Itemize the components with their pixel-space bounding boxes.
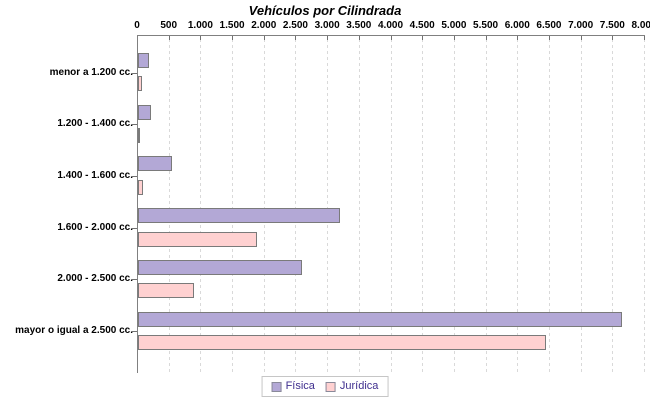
y-axis-tick <box>132 279 137 281</box>
x-axis-tick <box>453 36 455 40</box>
x-axis-tick <box>295 36 297 40</box>
bar-fisica <box>138 208 340 224</box>
bar-juridica <box>138 283 195 299</box>
grid-line <box>517 39 519 373</box>
x-axis-tick <box>327 36 329 40</box>
x-axis-tick <box>232 36 234 40</box>
bar-juridica <box>138 76 142 92</box>
x-axis-tick-label: 6.500 <box>536 20 562 31</box>
x-axis-tick-label: 2.500 <box>282 20 308 31</box>
x-axis-tick <box>422 36 424 40</box>
grid-line <box>453 39 455 373</box>
y-axis-tick <box>132 124 137 126</box>
grid-line <box>358 39 360 373</box>
x-axis-tick-label: 6.000 <box>504 20 530 31</box>
x-axis-tick-label: 1.000 <box>187 20 213 31</box>
bar-juridica <box>138 231 258 247</box>
grid-line <box>390 39 392 373</box>
grid-line <box>485 39 487 373</box>
x-axis-tick <box>548 36 550 40</box>
y-axis-tick <box>132 175 137 177</box>
legend-label: Física <box>285 380 315 392</box>
legend-swatch-icon <box>325 381 336 392</box>
y-axis-tick <box>132 331 137 332</box>
category-label: 2.000 - 2.500 cc. <box>57 273 133 285</box>
y-axis-tick <box>132 72 137 74</box>
grid-line <box>422 39 424 373</box>
x-axis-tick-label: 1.500 <box>219 20 245 31</box>
x-axis-tick-label: 0 <box>134 20 140 31</box>
x-axis-tick <box>168 36 170 40</box>
x-axis-tick-label: 8.000 <box>631 20 650 31</box>
category-label: 1.600 - 2.000 cc. <box>57 221 133 233</box>
chart-legend: Física Jurídica <box>261 376 389 397</box>
x-axis-tick <box>200 36 202 40</box>
grid-line <box>200 39 202 373</box>
grid-line <box>168 39 170 373</box>
y-axis-tick <box>132 227 137 229</box>
legend-label: Jurídica <box>339 380 379 392</box>
x-axis-tick <box>485 36 487 40</box>
grid-line <box>612 39 614 373</box>
x-axis-tick <box>263 36 265 40</box>
grid-line <box>644 39 645 373</box>
chart-title: Vehículos por Cilindrada <box>248 3 402 18</box>
bar-fisica <box>138 53 150 68</box>
x-axis-tick-label: 3.000 <box>314 20 340 31</box>
grid-line <box>327 39 329 373</box>
x-axis-tick-label: 500 <box>160 20 178 31</box>
legend-item: Jurídica <box>325 380 379 392</box>
category-label: 1.400 - 1.600 cc. <box>57 169 133 181</box>
bar-fisica <box>138 156 173 172</box>
x-axis-tick-label: 7.000 <box>568 20 594 31</box>
grid-line <box>548 39 550 373</box>
x-axis-tick <box>358 36 360 40</box>
bar-juridica <box>138 334 547 350</box>
legend-swatch-icon <box>271 381 282 392</box>
x-axis-tick <box>612 36 614 40</box>
x-axis-tick-label: 5.000 <box>441 20 467 31</box>
x-axis-tick-label: 4.000 <box>377 20 404 31</box>
x-axis-tick <box>580 36 582 40</box>
x-axis-tick-label: 4.500 <box>409 20 435 31</box>
x-axis-tick <box>390 36 392 40</box>
x-axis-tick-label: 3.500 <box>346 20 372 31</box>
bar-juridica <box>138 128 140 144</box>
bar-fisica <box>138 104 152 120</box>
grid-line <box>295 39 297 373</box>
x-axis-tick <box>644 36 645 40</box>
x-axis-tick-label: 2.000 <box>251 20 277 31</box>
bar-juridica <box>138 179 143 195</box>
legend-item: Física <box>271 380 315 392</box>
category-label: menor a 1.200 cc. <box>49 66 133 78</box>
x-axis-line <box>137 35 645 36</box>
category-label: mayor o igual a 2.500 cc. <box>15 325 133 336</box>
x-axis-tick-label: 5.500 <box>473 20 499 31</box>
grid-line <box>232 39 234 373</box>
grid-line <box>263 39 265 373</box>
bar-fisica <box>138 259 302 275</box>
grid-line <box>580 39 582 373</box>
x-axis-tick-label: 7.500 <box>599 20 625 31</box>
y-axis-line <box>137 35 138 373</box>
x-axis-tick <box>517 36 519 40</box>
bar-fisica <box>138 311 622 327</box>
category-label: 1.200 - 1.400 cc. <box>57 118 133 130</box>
